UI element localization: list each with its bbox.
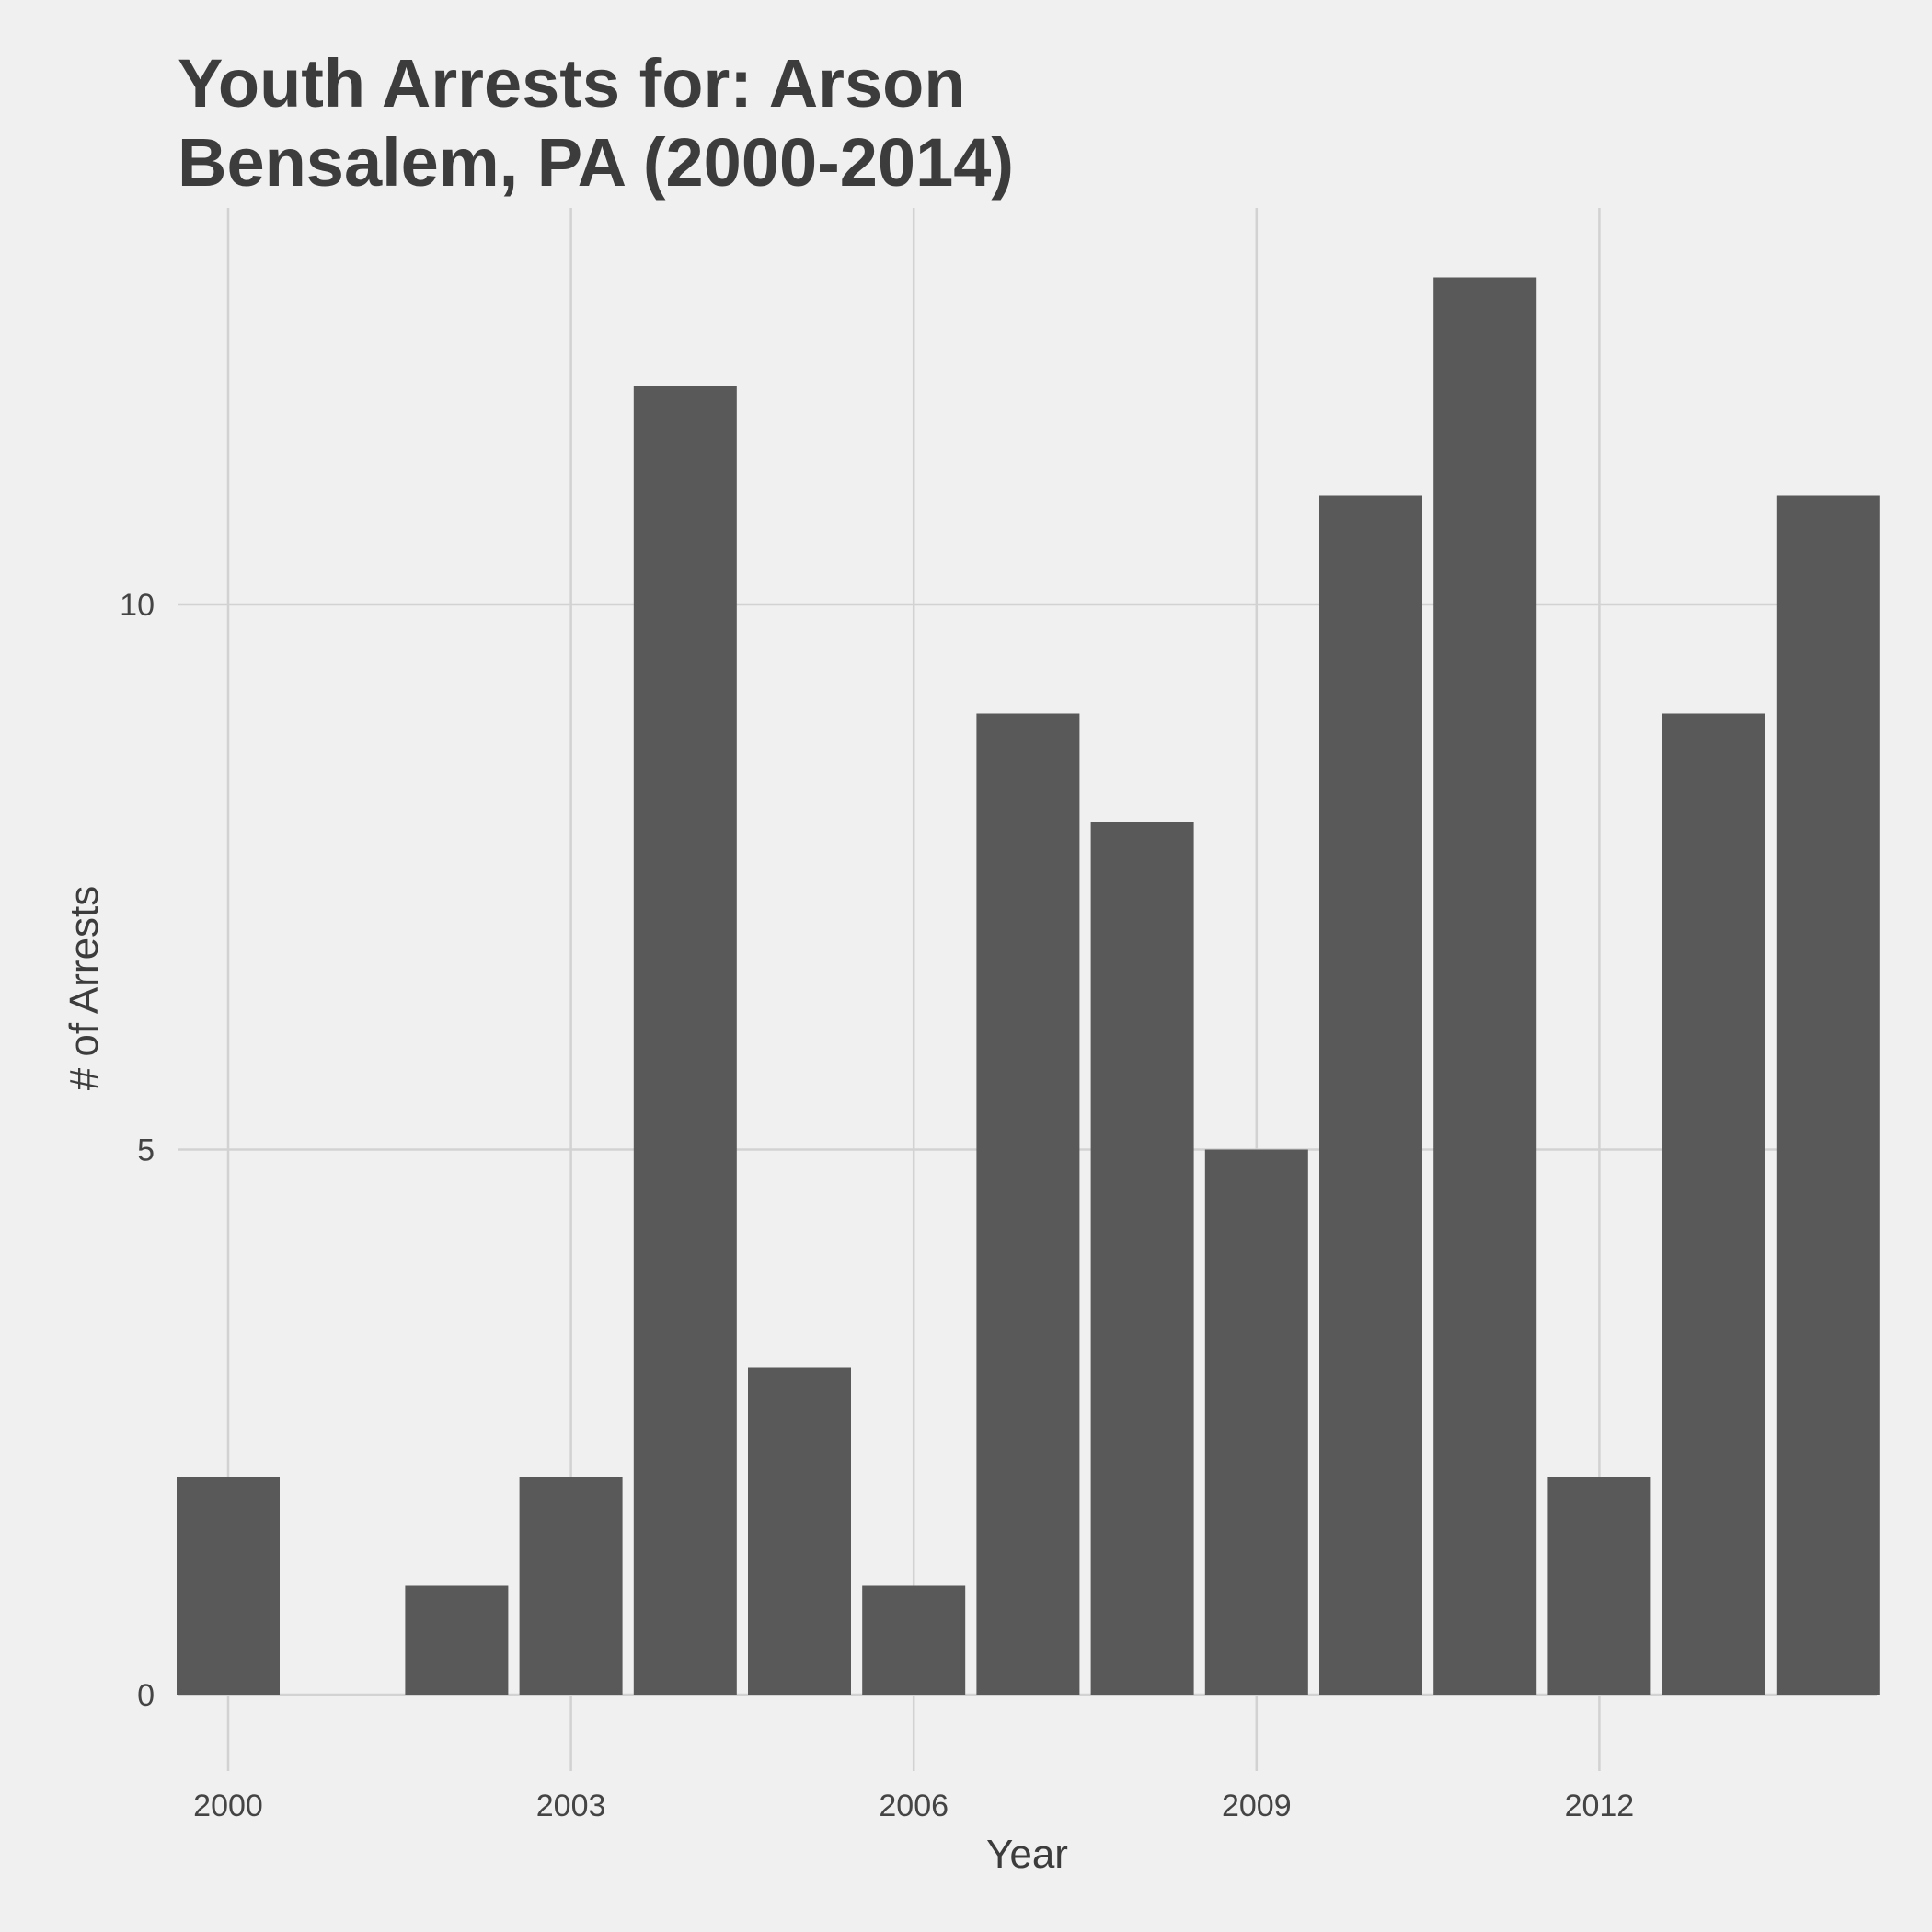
x-axis-title: Year xyxy=(986,1832,1068,1877)
bar-2010 xyxy=(1319,495,1422,1695)
bar-2008 xyxy=(1090,822,1194,1695)
bar-2009 xyxy=(1204,1149,1308,1695)
bars xyxy=(177,277,1880,1695)
bar-2000 xyxy=(177,1477,280,1695)
bar-2013 xyxy=(1662,713,1765,1695)
y-axis-ticks: 0 5 10 xyxy=(120,588,155,1713)
x-tick-label: 2006 xyxy=(879,1788,949,1823)
x-tick-label: 2003 xyxy=(536,1788,606,1823)
bar-2012 xyxy=(1547,1477,1651,1695)
chart-title-block: Youth Arrests for: Arson Bensalem, PA (2… xyxy=(178,44,1014,202)
bar-2002 xyxy=(405,1585,509,1695)
y-tick-label: 10 xyxy=(120,588,155,623)
chart-title: Youth Arrests for: Arson xyxy=(178,45,966,121)
y-tick-label: 0 xyxy=(137,1678,155,1713)
x-tick-label: 2009 xyxy=(1222,1788,1292,1823)
bar-2014 xyxy=(1776,495,1880,1695)
bar-2004 xyxy=(633,386,737,1695)
bar-2007 xyxy=(976,713,1080,1695)
x-axis-ticks: 2000 2003 2006 2009 2012 xyxy=(193,1788,1634,1823)
y-axis-title: # of Arrests xyxy=(62,886,107,1091)
y-tick-label: 5 xyxy=(137,1133,155,1168)
bar-2005 xyxy=(748,1367,851,1695)
chart-subtitle: Bensalem, PA (2000-2014) xyxy=(178,124,1015,201)
bar-2003 xyxy=(519,1477,623,1695)
x-tick-label: 2000 xyxy=(193,1788,263,1823)
x-tick-label: 2012 xyxy=(1565,1788,1635,1823)
bar-2006 xyxy=(862,1585,966,1695)
bar-2011 xyxy=(1433,277,1537,1695)
